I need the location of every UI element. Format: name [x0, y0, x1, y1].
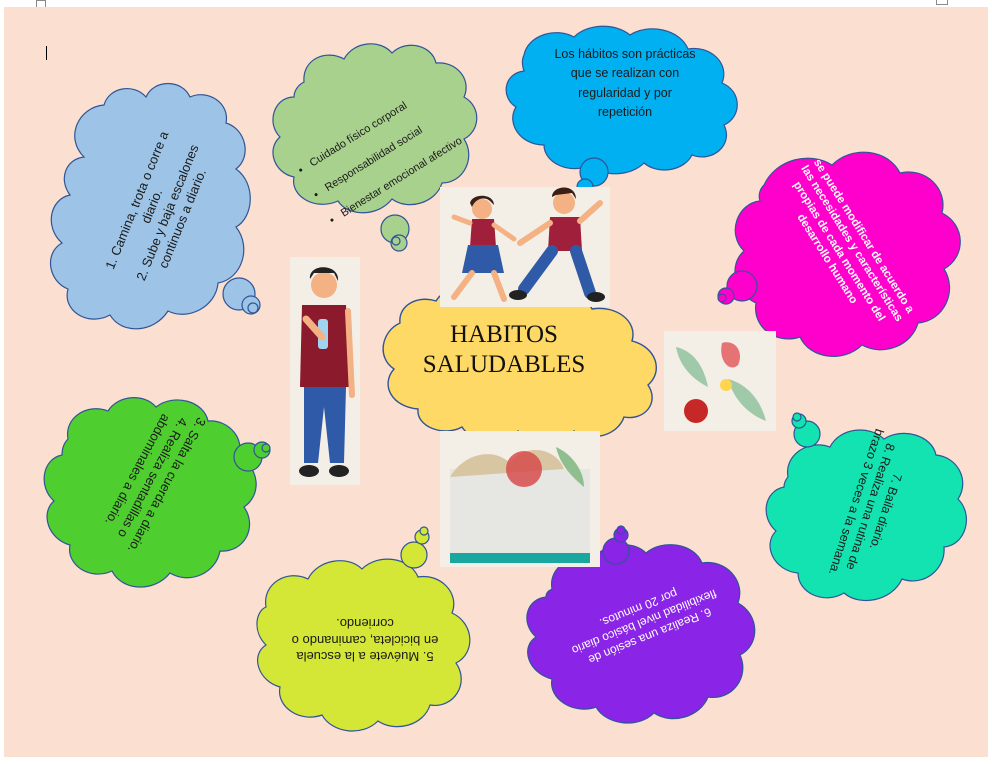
corner-crop-mark — [936, 0, 948, 5]
running-couple-illustration — [440, 187, 610, 307]
blue-thought-cloud — [49, 83, 261, 330]
page-top-margin — [0, 0, 992, 7]
mind-map-art — [43, 25, 967, 732]
main-title: HABITOS SALUDABLES — [384, 320, 624, 380]
cyan-thought-cloud — [505, 25, 738, 198]
fruit-leaves-illustration — [664, 331, 776, 431]
title-line-1: HABITOS — [450, 321, 558, 348]
document-page[interactable]: HABITOS SALUDABLES Los hábitos son práct… — [4, 7, 988, 757]
green-thought-cloud — [43, 397, 271, 588]
yellow-thought-cloud — [256, 526, 471, 732]
magenta-thought-cloud — [717, 151, 961, 357]
title-line-2: SALUDABLES — [422, 351, 586, 378]
lunch-box-illustration — [440, 431, 600, 567]
habit-5-text: 5. Muévete a la escuela en bicicleta, ca… — [291, 616, 439, 664]
text-cursor — [46, 46, 47, 60]
sage-thought-cloud — [272, 43, 478, 252]
man-drinking-illustration — [290, 257, 360, 485]
teal-thought-cloud — [765, 412, 967, 602]
purple-thought-cloud — [526, 525, 756, 724]
definition-text: Los hábitos son prácticas que se realiza… — [554, 47, 696, 120]
